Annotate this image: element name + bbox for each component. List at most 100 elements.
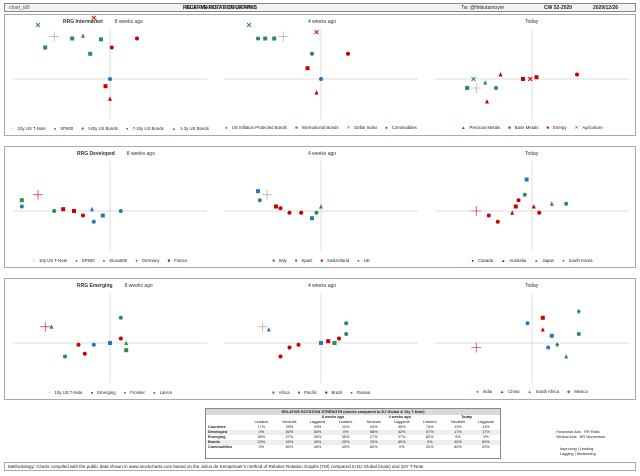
- table-cell: 43%: [313, 425, 322, 429]
- legend-marker-icon: ▲: [171, 126, 176, 131]
- legend-label: >20y US Bonds: [87, 126, 118, 131]
- table-cell: 40%: [313, 440, 322, 444]
- legend-marker-icon: ■: [324, 390, 328, 395]
- table-cell: 67%: [426, 430, 434, 434]
- data-point: [124, 348, 129, 353]
- panel-period: 4 weeks ago: [308, 151, 337, 157]
- table-cell: 0%: [342, 430, 349, 434]
- panel-0-1: 4 weeks ago ● US Inflation Protected Bond…: [216, 15, 426, 137]
- data-point: [287, 345, 292, 350]
- data-point: [564, 201, 569, 206]
- legend: ■ Africa ■ Pacific ■ Brazil ● Russia: [216, 390, 426, 395]
- legend-marker-icon: ●: [562, 258, 565, 263]
- data-point: [310, 51, 314, 56]
- legend-marker-icon: ■: [297, 390, 301, 395]
- data-point: [118, 209, 123, 213]
- legend-marker-icon: ■: [294, 125, 298, 130]
- data-point: [99, 37, 103, 42]
- data-point: [319, 204, 323, 209]
- legend-item: ■ International Bonds: [293, 125, 341, 130]
- legend-marker-icon: ■: [294, 258, 298, 263]
- legend-label: Emerging: [97, 390, 116, 395]
- legend-label: 10y US T-Note: [54, 390, 83, 395]
- legend-item: ✕ Agriculture: [573, 125, 605, 131]
- table-cell: 60%: [454, 445, 462, 449]
- legend-item: +10y US T-Note: [46, 390, 85, 395]
- quad-weakening: Weakening: [576, 451, 596, 456]
- row-label: Bonds: [208, 440, 220, 444]
- data-point: [540, 327, 545, 332]
- table-cell: 39%: [285, 425, 294, 429]
- legend-marker-icon: ●: [350, 390, 353, 395]
- legend-label: Italy: [278, 258, 287, 263]
- data-point: [76, 342, 81, 347]
- table-cell: 74%: [426, 425, 434, 429]
- panel-1-1: 4 weeks ago ■ Italy ■ Spain ■ Switzerland ● UK: [216, 147, 426, 269]
- data-point: [61, 207, 66, 212]
- data-point: [257, 198, 262, 203]
- legend-label: US Inflation Protected Bonds: [231, 125, 287, 130]
- legend-marker-icon: ■: [320, 258, 323, 263]
- legend-item: ■ >20y US Bonds: [79, 126, 120, 131]
- rrg-plot: [224, 161, 418, 251]
- column-header: Neutrals: [450, 420, 465, 424]
- axis-info: Horizontal Axis RR Ratio Vertical Axis R…: [556, 430, 616, 440]
- legend-item: ● SP500: [52, 126, 76, 131]
- legend-label: International Bonds: [301, 125, 339, 130]
- data-point: [513, 204, 518, 209]
- table-row: Developed 0% 50% 50% 0% 58% 42% 67% 17% 17%: [206, 430, 500, 435]
- data-point: [576, 332, 581, 336]
- data-point: [531, 204, 536, 209]
- rrg-plot: [435, 161, 629, 251]
- legend: +10y US T-Note ● SP500 ■ >20y US Bonds ● 7-10y…: [5, 126, 215, 131]
- panel-0-0: RRG Intermarket 8 weeks ago +10y US T-Not…: [5, 15, 215, 137]
- table-cell: 82%: [426, 435, 434, 439]
- column-header: Laggards: [478, 420, 494, 424]
- legend-item: ■ Africa: [270, 390, 292, 395]
- table-cell: 42%: [397, 430, 406, 434]
- table-cell: 27%: [369, 435, 378, 439]
- legend-item: ■ Switzerland: [318, 258, 351, 263]
- data-point: [534, 75, 539, 80]
- data-point: [91, 342, 96, 347]
- table-cell: 0%: [427, 440, 433, 444]
- data-point: [256, 189, 260, 194]
- data-point: [346, 51, 350, 56]
- legend-label: India: [482, 389, 493, 394]
- data-point: [527, 76, 533, 82]
- table-cell: 9%: [455, 435, 461, 439]
- data-point: [326, 339, 331, 344]
- legend-label: Mexico: [574, 389, 588, 394]
- data-point: [521, 77, 525, 81]
- table-title: RELATIVE ROTATION STRENGTH (stocks compa…: [206, 409, 500, 415]
- legend-marker-icon: +: [11, 126, 14, 131]
- legend-item: ◆ Mexico: [565, 389, 590, 395]
- data-point: [471, 83, 482, 93]
- data-point: [135, 36, 139, 41]
- legend-item: ● Canada: [469, 258, 495, 263]
- data-point: [246, 22, 252, 28]
- data-point: [49, 31, 60, 42]
- table-cell: 27%: [285, 435, 294, 439]
- legend-label: Stoxx600: [109, 258, 128, 263]
- legend-marker-icon: +: [32, 258, 36, 263]
- data-point: [108, 341, 112, 345]
- legend: ● Canada ▲ Australia ▲ Japan ● South Korea: [427, 258, 637, 263]
- legend-label: 10y US T-Note: [17, 126, 46, 131]
- table-row: Commodities 0% 60% 40% 40% 60% 0% 20% 60% 20%: [206, 445, 500, 450]
- legend-label: Pacific: [304, 390, 317, 395]
- rrg-plot: [435, 293, 629, 383]
- data-point: [471, 206, 482, 216]
- rrg-plot: [435, 29, 629, 119]
- column-header: Neutrals: [282, 420, 297, 424]
- data-point: [471, 342, 482, 353]
- legend-marker-icon: ■: [167, 258, 171, 263]
- legend-marker-icon: ▲: [501, 258, 506, 263]
- legend-item: ▲ Japan: [532, 258, 556, 263]
- v-axis-value: RR Momentum: [579, 435, 606, 439]
- period-header: 4 weeks ago: [388, 415, 411, 419]
- data-point: [546, 345, 551, 350]
- legend-item: +10y US T-Note: [31, 258, 70, 263]
- table-cell: 17%: [454, 430, 462, 434]
- legend-item: ● Germany: [133, 258, 161, 263]
